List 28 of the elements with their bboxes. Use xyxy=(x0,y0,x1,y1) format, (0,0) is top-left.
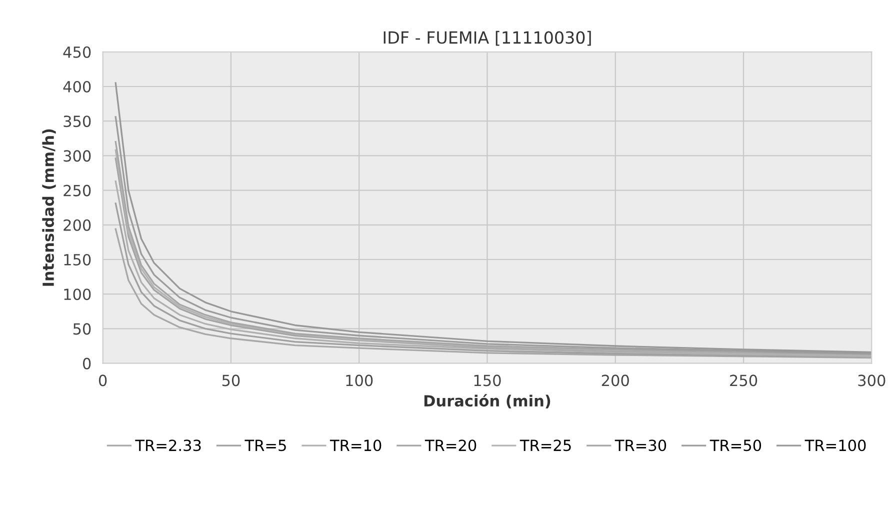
x-tick-label: 200 xyxy=(602,374,629,386)
x-tick-label: 250 xyxy=(730,374,758,386)
y-tick-label: 200 xyxy=(64,219,91,231)
y-tick-label: 350 xyxy=(64,116,91,128)
y-tick-label: 450 xyxy=(63,46,91,58)
y-tick-label: 300 xyxy=(64,150,91,162)
y-tick-label: 0 xyxy=(82,358,91,370)
legend-label: TR=25 xyxy=(520,440,571,452)
y-tick-label: 150 xyxy=(64,254,91,266)
legend-label: TR=50 xyxy=(710,440,762,452)
y-tick-label: 400 xyxy=(63,80,91,93)
legend-label: TR=10 xyxy=(330,440,382,452)
x-axis-title: Duración (min) xyxy=(424,394,550,408)
y-tick-label: 100 xyxy=(64,288,91,300)
legend-label: TR=5 xyxy=(244,440,286,452)
legend-label: TR=2.33 xyxy=(135,440,201,452)
y-tick-label: 50 xyxy=(73,323,91,335)
x-tick-label: 100 xyxy=(346,374,373,386)
x-tick-label: 0 xyxy=(98,374,107,386)
legend-label: TR=100 xyxy=(804,440,866,452)
y-axis-title: Intensidad (mm/h) xyxy=(42,129,56,286)
legend-label: TR=30 xyxy=(614,440,666,452)
x-tick-label: 150 xyxy=(474,374,501,386)
x-tick-label: 300 xyxy=(858,374,886,386)
y-tick-label: 250 xyxy=(64,184,91,196)
chart-title: IDF - FUEMIA [11110030] xyxy=(384,30,591,46)
legend-label: TR=20 xyxy=(424,440,476,452)
x-tick-label: 50 xyxy=(222,374,240,386)
